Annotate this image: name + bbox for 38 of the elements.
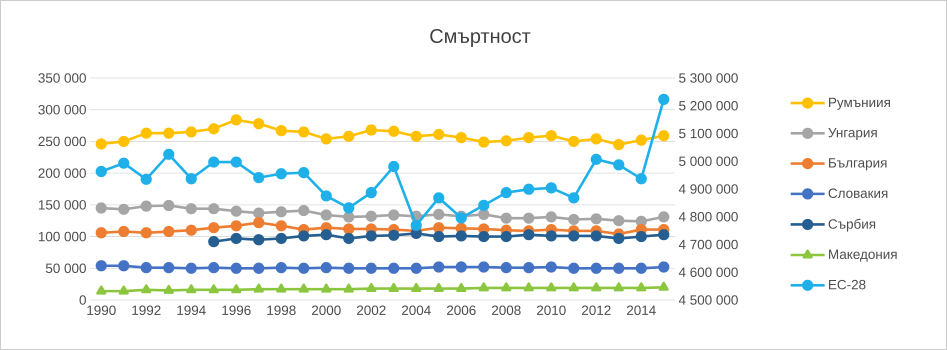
legend-label: Сърбия: [828, 218, 876, 232]
y-tick-label: 0: [80, 295, 86, 305]
x-tick-label: 2000: [312, 306, 341, 316]
x-tick-label: 2004: [402, 306, 431, 316]
y2-tick-label: 4 800 000: [678, 212, 738, 222]
x-tick-label: 2006: [446, 306, 476, 316]
legend-label: Словакия: [828, 188, 888, 198]
x-tick-label: 1994: [177, 306, 206, 316]
y-tick-label: 350 000: [38, 73, 86, 83]
x-tick-label: 2008: [492, 306, 521, 316]
legend-label: Румъниия: [829, 98, 890, 110]
x-tick-label: 1992: [132, 306, 161, 316]
y-tick-label: 100 000: [38, 232, 86, 242]
y2-tick-label: 4 900 000: [678, 184, 738, 194]
x-tick-label: 2012: [582, 306, 611, 316]
y2-tick-label: 4 700 000: [678, 240, 738, 250]
y2-tick-label: 4 600 000: [678, 267, 738, 278]
y2-tick-label: 5 300 000: [679, 73, 738, 83]
y-tick-label: 50 000: [46, 264, 86, 274]
x-tick-label: 2010: [536, 306, 566, 316]
legend-label: Македония: [829, 250, 897, 262]
y-tick-label: 250 000: [38, 136, 86, 146]
y-tick-label: 150 000: [38, 200, 86, 210]
y-tick-label: 300 000: [38, 104, 86, 114]
x-tick-label: 2002: [356, 306, 386, 316]
x-tick-label: 1996: [222, 306, 251, 316]
y2-tick-label: 4 500 000: [678, 295, 738, 305]
x-tick-label: 1990: [87, 306, 116, 316]
y2-tick-label: 5 100 000: [679, 128, 738, 138]
legend-label: ЕС-28: [829, 280, 866, 290]
y2-tick-label: 5 000 000: [679, 156, 738, 166]
y-tick-label: 200 000: [38, 168, 86, 178]
chart-title: Смъртност: [430, 28, 530, 48]
x-tick-label: 2014: [626, 306, 656, 316]
legend-label: Унгария: [828, 128, 877, 140]
x-tick-label: 1998: [267, 306, 296, 316]
y2-tick-label: 5 200 000: [679, 100, 738, 111]
legend-label: България: [829, 158, 886, 170]
